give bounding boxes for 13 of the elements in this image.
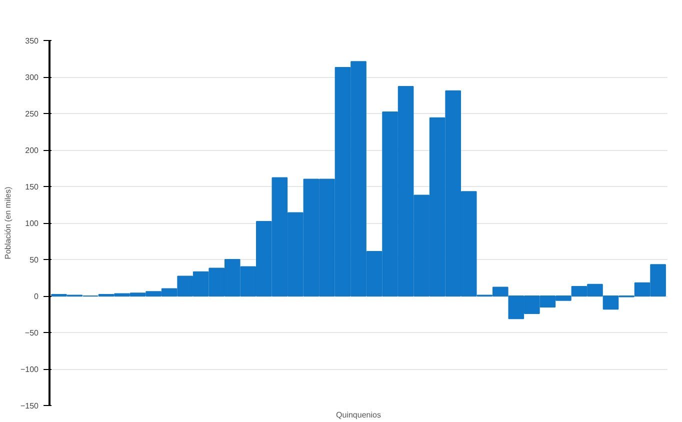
- y-tick-label: 250: [25, 110, 40, 118]
- y-tick-label: 150: [25, 182, 40, 192]
- y-tick-label: 100: [25, 219, 40, 228]
- y-axis-title: Población (en miles): [3, 186, 12, 260]
- y-tick-label: −150: [20, 402, 40, 410]
- y-tick-label: 50: [30, 256, 40, 264]
- y-tick-label: −100: [20, 365, 40, 374]
- x-axis-title: Quinquenios: [336, 410, 381, 420]
- y-tick-label: 350: [25, 36, 40, 46]
- y-tick-label: −50: [24, 328, 40, 338]
- y-tick-label: 300: [25, 73, 40, 82]
- y-tick-label: 200: [25, 146, 40, 155]
- y-tick-label: 0: [34, 292, 40, 301]
